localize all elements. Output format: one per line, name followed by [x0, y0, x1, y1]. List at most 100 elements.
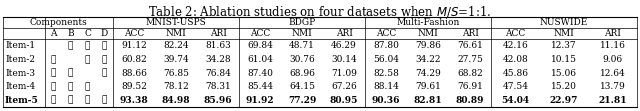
Text: ACC: ACC: [250, 29, 270, 38]
Text: 82.58: 82.58: [373, 68, 399, 77]
Text: Item-1: Item-1: [5, 41, 35, 50]
Text: NMI: NMI: [166, 29, 186, 38]
Text: 46.29: 46.29: [331, 41, 357, 50]
Text: 68.82: 68.82: [457, 68, 483, 77]
Text: 85.44: 85.44: [247, 82, 273, 91]
Text: 71.09: 71.09: [331, 68, 357, 77]
Text: Item-2: Item-2: [5, 55, 35, 64]
Text: 91.12: 91.12: [121, 41, 147, 50]
Text: 47.54: 47.54: [502, 82, 529, 91]
Text: 80.95: 80.95: [330, 96, 358, 105]
Text: ✓: ✓: [51, 68, 56, 77]
Text: C: C: [84, 29, 91, 38]
Text: 11.16: 11.16: [600, 41, 626, 50]
Text: Components: Components: [29, 18, 87, 27]
Text: 30.76: 30.76: [289, 55, 315, 64]
Text: 10.15: 10.15: [551, 55, 577, 64]
Text: ✓: ✓: [85, 41, 90, 50]
Text: ARI: ARI: [209, 29, 227, 38]
Text: 93.38: 93.38: [120, 96, 148, 105]
Text: 76.91: 76.91: [457, 82, 483, 91]
Text: ✓: ✓: [68, 96, 73, 105]
Text: 90.36: 90.36: [372, 96, 400, 105]
Text: 56.04: 56.04: [373, 55, 399, 64]
Text: 15.20: 15.20: [551, 82, 577, 91]
Text: ✓: ✓: [102, 55, 107, 64]
Text: ARI: ARI: [461, 29, 479, 38]
Text: 34.22: 34.22: [415, 55, 441, 64]
Text: 69.84: 69.84: [247, 41, 273, 50]
Text: 54.04: 54.04: [501, 96, 529, 105]
Text: 89.52: 89.52: [121, 82, 147, 91]
Text: 76.84: 76.84: [205, 68, 231, 77]
Text: Item-3: Item-3: [5, 68, 35, 77]
Text: NMI: NMI: [554, 29, 574, 38]
Text: BDGP: BDGP: [289, 18, 316, 27]
Text: 81.63: 81.63: [205, 41, 231, 50]
Text: 76.61: 76.61: [457, 41, 483, 50]
Text: 9.06: 9.06: [603, 55, 623, 64]
Text: 42.08: 42.08: [502, 55, 528, 64]
Text: ✓: ✓: [51, 96, 56, 105]
Text: NMI: NMI: [292, 29, 312, 38]
Text: 79.61: 79.61: [415, 82, 441, 91]
Text: 88.14: 88.14: [373, 82, 399, 91]
Text: 78.12: 78.12: [163, 82, 189, 91]
Text: D: D: [101, 29, 108, 38]
Text: 76.85: 76.85: [163, 68, 189, 77]
Text: 13.79: 13.79: [600, 82, 625, 91]
Text: 45.86: 45.86: [502, 68, 529, 77]
Text: 42.16: 42.16: [502, 41, 528, 50]
Text: 68.96: 68.96: [289, 68, 315, 77]
Text: 80.89: 80.89: [456, 96, 484, 105]
Text: 85.96: 85.96: [204, 96, 232, 105]
Text: ARI: ARI: [604, 29, 621, 38]
Text: 84.98: 84.98: [162, 96, 190, 105]
Text: 87.40: 87.40: [247, 68, 273, 77]
Text: 87.80: 87.80: [373, 41, 399, 50]
Text: ✓: ✓: [51, 55, 56, 64]
Text: Table 2: Ablation studies on four datasets when $M/S$=1:1.: Table 2: Ablation studies on four datase…: [148, 4, 492, 19]
Text: ✓: ✓: [68, 68, 73, 77]
Text: Item-5: Item-5: [5, 96, 39, 105]
Text: 88.66: 88.66: [121, 68, 147, 77]
Text: MNIST-USPS: MNIST-USPS: [146, 18, 206, 27]
Text: 61.04: 61.04: [247, 55, 273, 64]
Text: ✓: ✓: [68, 82, 73, 91]
Text: NUSWIDE: NUSWIDE: [540, 18, 588, 27]
Text: ✓: ✓: [51, 82, 56, 91]
Text: A: A: [51, 29, 57, 38]
Text: ARI: ARI: [335, 29, 353, 38]
Text: ✓: ✓: [68, 41, 73, 50]
Text: ACC: ACC: [505, 29, 525, 38]
Text: ✓: ✓: [102, 41, 107, 50]
Text: 78.31: 78.31: [205, 82, 231, 91]
Text: 34.28: 34.28: [205, 55, 231, 64]
Text: 64.15: 64.15: [289, 82, 315, 91]
Text: 12.64: 12.64: [600, 68, 625, 77]
Text: 27.75: 27.75: [457, 55, 483, 64]
Text: 82.81: 82.81: [413, 96, 442, 105]
Text: Multi-Fashion: Multi-Fashion: [396, 18, 460, 27]
Text: ✓: ✓: [85, 82, 90, 91]
Text: ACC: ACC: [376, 29, 396, 38]
Text: 67.26: 67.26: [331, 82, 357, 91]
Text: 77.29: 77.29: [288, 96, 316, 105]
Text: ✓: ✓: [85, 96, 90, 105]
Text: ✓: ✓: [102, 68, 107, 77]
Text: 91.92: 91.92: [246, 96, 275, 105]
Text: 60.82: 60.82: [121, 55, 147, 64]
Text: B: B: [67, 29, 74, 38]
Text: 74.29: 74.29: [415, 68, 441, 77]
Text: ✓: ✓: [85, 55, 90, 64]
Text: 15.06: 15.06: [551, 68, 577, 77]
Text: 30.14: 30.14: [331, 55, 357, 64]
Text: 21.81: 21.81: [598, 96, 627, 105]
Text: 79.86: 79.86: [415, 41, 441, 50]
Text: 39.74: 39.74: [163, 55, 189, 64]
Text: NMI: NMI: [418, 29, 438, 38]
Text: ACC: ACC: [124, 29, 144, 38]
Text: Item-4: Item-4: [5, 82, 35, 91]
Text: 12.37: 12.37: [551, 41, 577, 50]
Text: 82.24: 82.24: [163, 41, 189, 50]
